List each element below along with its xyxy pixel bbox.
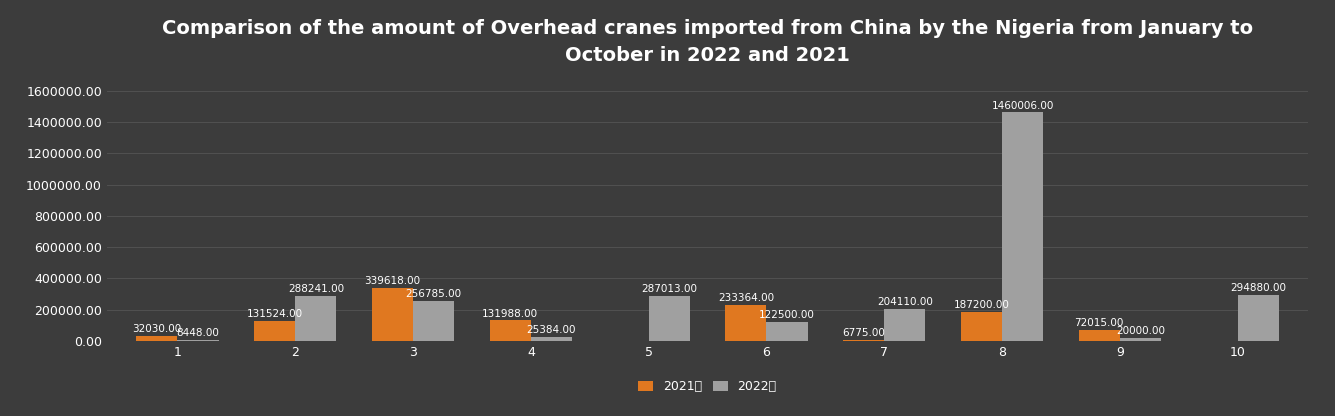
Bar [254,320,295,341]
Title: Comparison of the amount of Overhead cranes imported from China by the Nigeria f: Comparison of the amount of Overhead cra… [162,20,1254,65]
Bar [136,336,178,341]
Text: 233364.00: 233364.00 [718,293,774,303]
Text: 20000.00: 20000.00 [1116,326,1165,336]
Bar [1079,330,1120,341]
Bar [295,296,336,341]
Text: 288241.00: 288241.00 [288,284,344,294]
Text: 72015.00: 72015.00 [1075,318,1124,328]
Bar [178,340,219,341]
Bar [1238,295,1279,341]
Bar [884,309,925,341]
Bar [490,320,531,341]
Bar [766,322,808,341]
Text: 131524.00: 131524.00 [247,309,303,319]
Bar [372,288,413,341]
Text: 25384.00: 25384.00 [527,325,577,335]
Text: 6775.00: 6775.00 [842,328,885,338]
Bar [961,312,1003,341]
Bar [1120,338,1161,341]
Bar [649,296,690,341]
Text: 187200.00: 187200.00 [953,300,1009,310]
Bar [531,337,573,341]
Bar [842,340,884,341]
Text: 287013.00: 287013.00 [641,284,697,294]
Text: 1460006.00: 1460006.00 [992,101,1053,111]
Text: 8448.00: 8448.00 [176,328,219,338]
Bar [413,301,454,341]
Text: 204110.00: 204110.00 [877,297,933,307]
Bar [1003,112,1043,341]
Text: 122500.00: 122500.00 [760,310,814,320]
Text: 256785.00: 256785.00 [406,289,462,299]
Text: 32030.00: 32030.00 [132,324,182,334]
Legend: 2021年, 2022年: 2021年, 2022年 [638,381,777,394]
Text: 131988.00: 131988.00 [482,309,538,319]
Text: 294880.00: 294880.00 [1231,283,1286,293]
Bar [725,305,766,341]
Text: 339618.00: 339618.00 [364,276,421,286]
